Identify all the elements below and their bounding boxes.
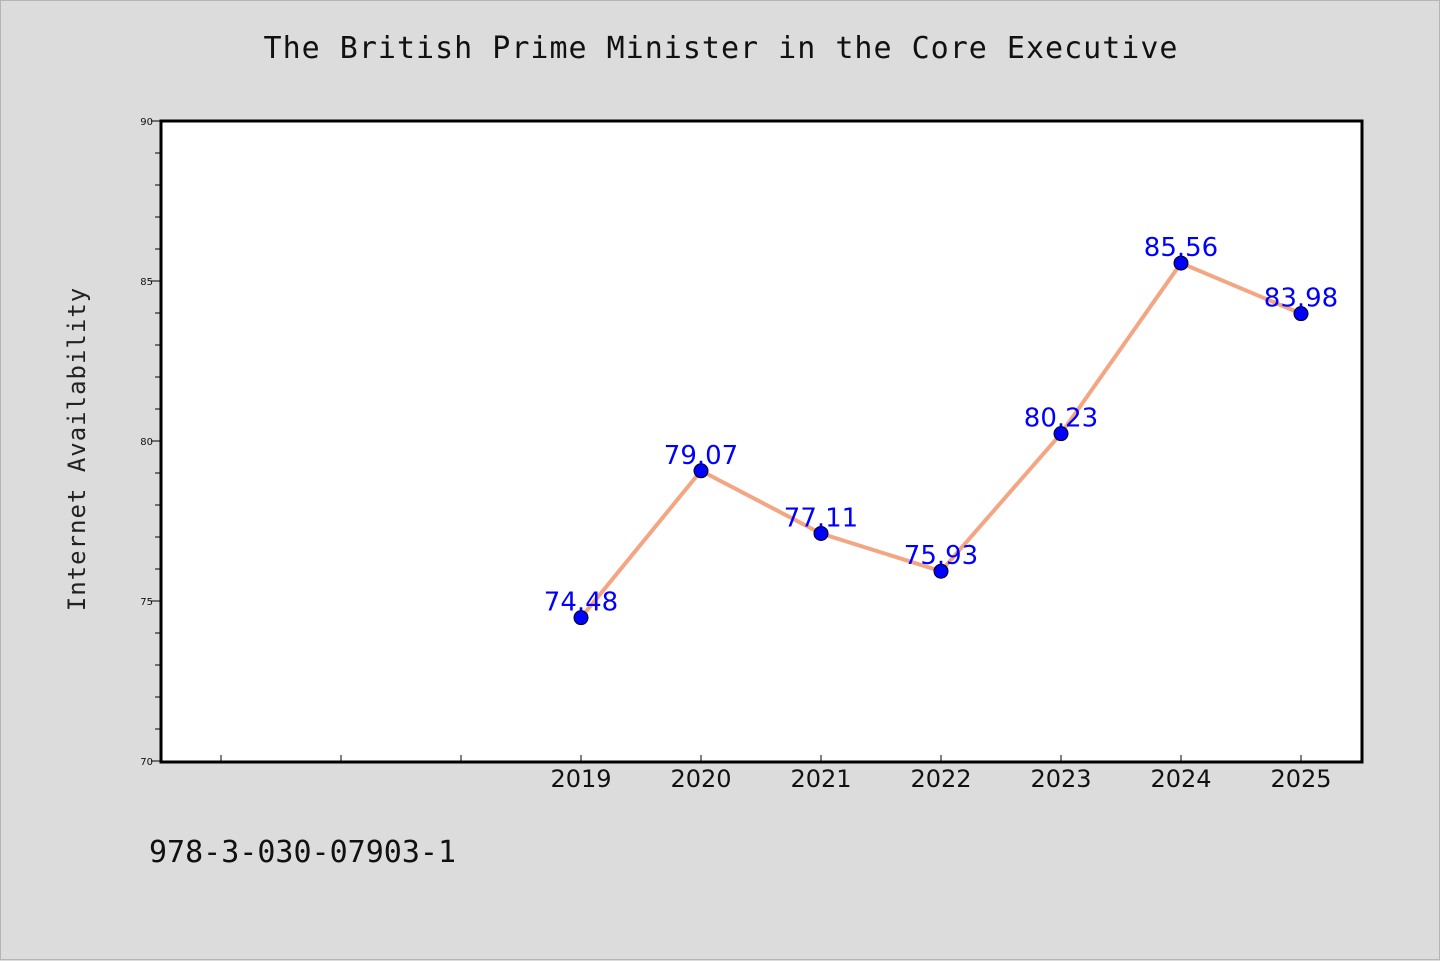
data-labels: 74.48 79.07 77.11 75.93 80.23 85.56 83.98 [544,233,1338,618]
y-tick-label: 80 [140,437,153,448]
data-label: 74.48 [544,588,618,618]
data-points [573,255,1309,626]
data-point [813,525,829,541]
data-label: 83.98 [1264,284,1338,314]
x-tick-label: 2019 [550,765,611,793]
x-tick-label: 2025 [1270,765,1331,793]
data-point [1293,306,1309,322]
data-label: 75.93 [904,541,978,571]
y-tick-label: 70 [140,757,153,768]
data-point [933,563,949,579]
data-label: 77.11 [784,503,858,533]
footnote: 978-3-030-07903-1 [149,835,457,870]
x-tick-label: 2021 [790,765,851,793]
plot-area [159,119,1364,764]
data-point [693,463,709,479]
x-tick-label: 2024 [1150,765,1211,793]
x-tick-label: 2020 [670,765,731,793]
x-tick-label: 2023 [1030,765,1091,793]
chart-title: The British Prime Minister in the Core E… [263,31,1179,66]
data-point [1173,255,1189,271]
y-tick-label: 85 [140,277,153,288]
data-label: 85.56 [1144,233,1218,263]
data-label: 80.23 [1024,404,1098,434]
data-point [1053,426,1069,442]
y-axis: 70 75 80 85 90 [140,117,161,768]
x-tick-label: 2022 [910,765,971,793]
y-tick-label: 75 [140,597,153,608]
x-axis: 2019 2020 2021 2022 2023 2024 2025 [220,755,1332,793]
data-point [573,610,589,626]
data-label: 79.07 [664,441,738,471]
y-tick-label: 90 [140,117,153,128]
